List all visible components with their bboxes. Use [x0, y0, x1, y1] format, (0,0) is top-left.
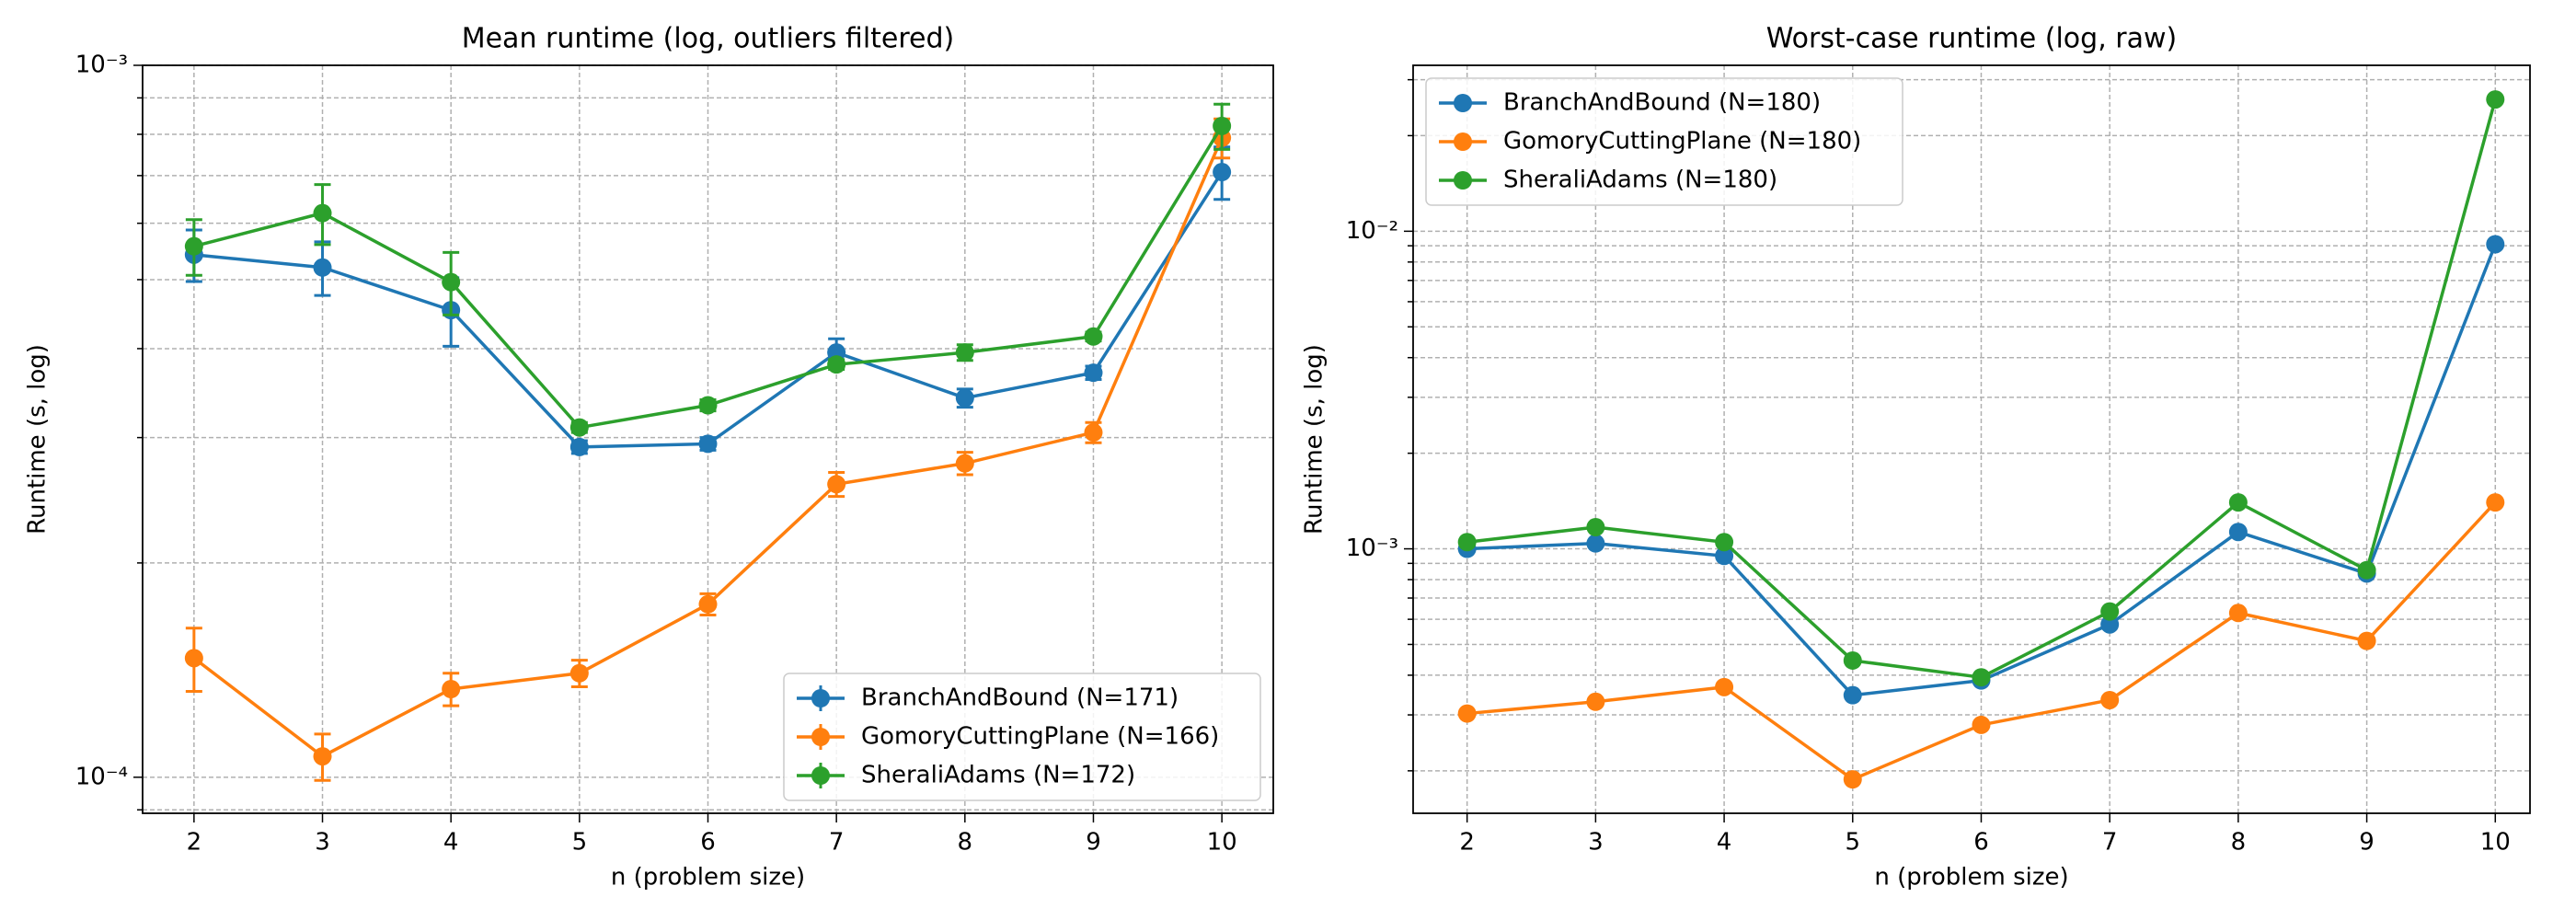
y-axis-label: Runtime (s, log): [24, 344, 52, 535]
plot-frame: [142, 64, 1274, 814]
marker: [442, 272, 461, 292]
marker: [2228, 604, 2248, 623]
marker: [2100, 690, 2120, 709]
marker: [313, 747, 332, 766]
x-tick-label: 3: [1588, 829, 1604, 857]
x-tick-label: 5: [1846, 829, 1861, 857]
chart-title: Mean runtime (log, outliers filtered): [462, 23, 955, 55]
legend-box: [783, 673, 1261, 801]
x-tick-label: 6: [700, 829, 716, 857]
marker: [1457, 704, 1477, 723]
legend-label: SheraliAdams (N=180): [1503, 167, 1777, 194]
marker: [1084, 423, 1103, 443]
y-tick-label: 10⁻³: [1346, 535, 1398, 562]
marker: [2486, 90, 2505, 109]
legend-label: GomoryCuttingPlane (N=166): [861, 723, 1219, 751]
plot-frame: [1412, 64, 2531, 814]
y-tick-label: 10⁻²: [1346, 217, 1398, 245]
marker: [1843, 685, 1862, 705]
legend-marker: [1454, 132, 1472, 151]
x-tick-label: 9: [1086, 829, 1101, 857]
x-tick-label: 9: [2359, 829, 2375, 857]
x-tick-label: 6: [1973, 829, 1989, 857]
legend-marker: [1454, 171, 1472, 190]
marker: [2357, 560, 2376, 580]
y-tick-label: 10⁻³: [75, 52, 128, 79]
marker: [569, 418, 589, 437]
marker: [1586, 534, 1605, 553]
chart-title: Worst-case runtime (log, raw): [1766, 23, 2177, 55]
marker: [698, 434, 718, 454]
marker: [1715, 677, 1734, 696]
marker: [827, 355, 846, 374]
legend-marker: [1454, 94, 1472, 112]
marker: [955, 343, 974, 362]
marker: [2100, 602, 2120, 621]
marker: [2486, 493, 2505, 512]
marker: [569, 663, 589, 683]
marker: [184, 236, 203, 256]
x-tick-label: 2: [1459, 829, 1475, 857]
marker: [2486, 235, 2505, 254]
marker: [1715, 533, 1734, 552]
marker: [442, 679, 461, 698]
marker: [1084, 363, 1103, 383]
marker: [313, 258, 332, 277]
x-tick-label: 2: [187, 829, 202, 857]
marker: [1586, 692, 1605, 711]
x-tick-label: 7: [829, 829, 845, 857]
legend-marker: [811, 689, 830, 707]
x-tick-label: 4: [443, 829, 459, 857]
x-tick-label: 8: [958, 829, 973, 857]
y-axis-label: Runtime (s, log): [1301, 344, 1328, 535]
marker: [1972, 668, 1991, 687]
marker: [1084, 327, 1103, 346]
legend-label: SheraliAdams (N=172): [861, 762, 1135, 789]
marker: [698, 396, 718, 415]
marker: [955, 454, 974, 473]
marker: [1972, 715, 1991, 734]
marker: [2228, 493, 2248, 512]
marker: [1457, 533, 1477, 552]
x-tick-label: 5: [572, 829, 588, 857]
legend-marker: [811, 728, 830, 746]
marker: [313, 203, 332, 223]
legend-label: BranchAndBound (N=171): [861, 684, 1179, 712]
x-tick-label: 4: [1717, 829, 1732, 857]
marker: [569, 437, 589, 456]
marker: [184, 649, 203, 668]
marker: [1213, 116, 1232, 135]
marker: [1213, 163, 1232, 182]
x-tick-label: 7: [2102, 829, 2118, 857]
x-tick-label: 3: [315, 829, 330, 857]
x-axis-label: n (problem size): [611, 864, 805, 891]
marker: [1843, 770, 1862, 789]
marker: [2357, 631, 2376, 650]
x-tick-label: 8: [2231, 829, 2247, 857]
marker: [2100, 615, 2120, 634]
legend-label: BranchAndBound (N=180): [1503, 89, 1821, 117]
legend-box: [1425, 77, 1903, 206]
marker: [955, 388, 974, 408]
marker: [2228, 523, 2248, 542]
x-tick-label: 10: [1207, 829, 1237, 857]
marker: [698, 594, 718, 614]
marker: [1843, 650, 1862, 670]
legend-label: GomoryCuttingPlane (N=180): [1503, 128, 1861, 155]
marker: [1715, 546, 1734, 566]
x-tick-label: 10: [2480, 829, 2511, 857]
marker: [827, 475, 846, 494]
y-tick-label: 10⁻⁴: [75, 763, 128, 790]
marker: [1586, 518, 1605, 537]
x-axis-label: n (problem size): [1874, 864, 2068, 891]
legend-marker: [811, 766, 830, 785]
